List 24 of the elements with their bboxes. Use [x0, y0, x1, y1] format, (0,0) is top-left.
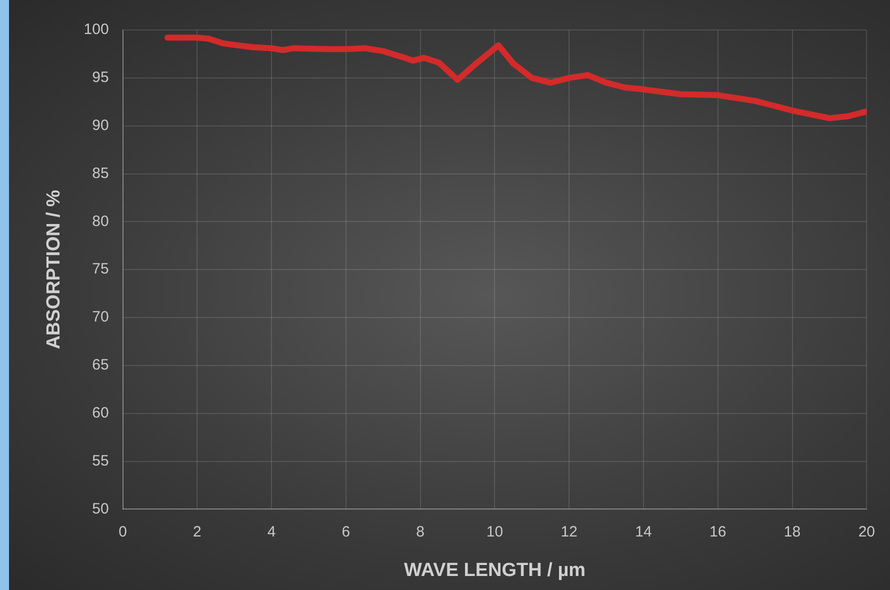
- x-tick-label: 6: [342, 523, 350, 540]
- y-tick-label: 80: [92, 212, 109, 230]
- x-tick-label: 16: [710, 523, 726, 540]
- y-tick-label: 65: [92, 356, 109, 374]
- x-tick-label: 4: [267, 523, 276, 540]
- y-tick-label: 55: [92, 452, 109, 470]
- y-tick-label: 75: [92, 260, 109, 278]
- x-axis-title: WAVE LENGTH / µm: [404, 560, 586, 581]
- y-tick-label: 50: [92, 500, 109, 518]
- y-tick-label: 85: [92, 164, 109, 182]
- x-tick-label: 14: [635, 523, 652, 540]
- x-tick-label: 10: [486, 523, 504, 540]
- x-tick-label: 20: [858, 523, 875, 540]
- y-tick-label: 100: [84, 21, 109, 38]
- y-tick-label: 90: [92, 116, 109, 134]
- y-tick-label: 60: [92, 404, 109, 422]
- y-tick-label: 70: [92, 308, 109, 326]
- y-axis-title: ABSORPTION / %: [44, 190, 65, 350]
- x-tick-label: 2: [193, 523, 202, 540]
- x-tick-label: 0: [118, 523, 127, 540]
- x-tick-label: 12: [560, 523, 578, 540]
- x-tick-label: 18: [784, 523, 801, 540]
- y-tick-label: 95: [92, 69, 109, 86]
- x-tick-label: 8: [416, 523, 425, 540]
